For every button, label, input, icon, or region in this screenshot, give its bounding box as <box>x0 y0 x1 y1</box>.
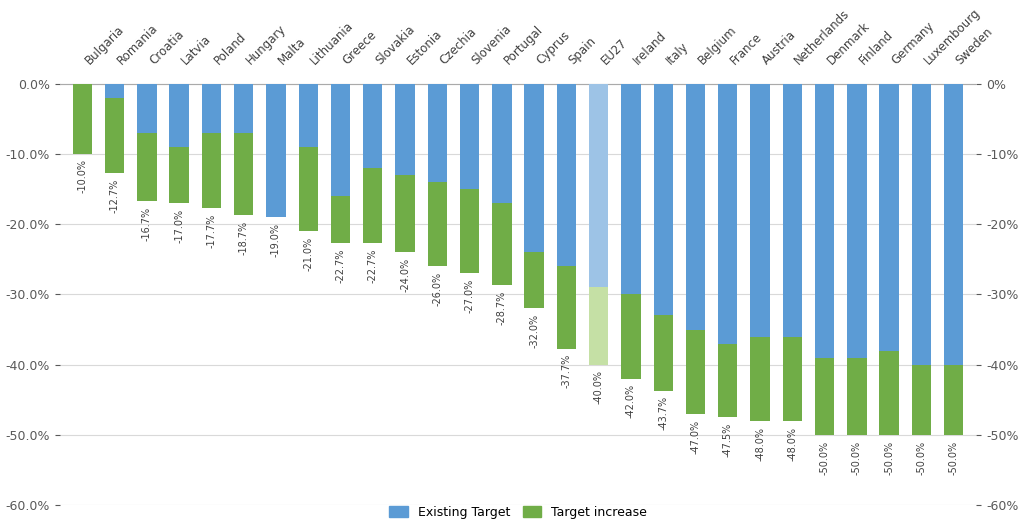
Bar <box>847 84 866 358</box>
Bar <box>815 84 835 358</box>
Bar <box>428 182 447 266</box>
Text: -42.0%: -42.0% <box>626 385 636 418</box>
Text: -22.7%: -22.7% <box>336 249 345 283</box>
Bar <box>299 147 317 231</box>
Bar <box>557 266 577 349</box>
Text: -48.0%: -48.0% <box>755 426 765 461</box>
Text: -43.7%: -43.7% <box>658 396 669 431</box>
Bar <box>137 84 157 133</box>
Bar <box>428 84 447 182</box>
Legend: Existing Target, Target increase: Existing Target, Target increase <box>383 500 653 525</box>
Text: -19.0%: -19.0% <box>271 223 281 257</box>
Text: -27.0%: -27.0% <box>465 279 474 313</box>
Bar <box>493 203 512 285</box>
Text: -50.0%: -50.0% <box>916 441 927 475</box>
Text: -47.5%: -47.5% <box>723 423 733 457</box>
Bar <box>331 84 350 196</box>
Bar <box>589 287 608 364</box>
Text: -21.0%: -21.0% <box>303 237 313 271</box>
Bar <box>653 315 673 391</box>
Bar <box>751 336 770 421</box>
Bar <box>622 295 641 379</box>
Bar <box>847 358 866 435</box>
Bar <box>234 84 253 133</box>
Bar <box>170 84 188 147</box>
Bar <box>686 84 706 330</box>
Bar <box>653 84 673 315</box>
Text: -24.0%: -24.0% <box>400 258 410 292</box>
Text: -32.0%: -32.0% <box>529 314 539 348</box>
Bar <box>364 84 383 168</box>
Bar <box>104 98 124 173</box>
Bar <box>557 84 577 266</box>
Text: -50.0%: -50.0% <box>948 441 958 475</box>
Bar <box>686 330 706 414</box>
Bar <box>880 351 899 435</box>
Text: -18.7%: -18.7% <box>239 221 249 255</box>
Bar <box>460 189 479 273</box>
Text: -17.7%: -17.7% <box>207 214 216 248</box>
Bar <box>395 175 415 252</box>
Bar <box>751 84 770 336</box>
Text: -50.0%: -50.0% <box>852 441 862 475</box>
Text: -12.7%: -12.7% <box>110 178 120 213</box>
Text: -50.0%: -50.0% <box>819 441 829 475</box>
Text: -16.7%: -16.7% <box>142 206 152 241</box>
Text: -37.7%: -37.7% <box>561 354 571 388</box>
Bar <box>911 84 931 364</box>
Bar <box>460 84 479 189</box>
Bar <box>718 344 737 417</box>
Bar <box>395 84 415 175</box>
Bar <box>202 133 221 208</box>
Bar <box>622 84 641 295</box>
Bar <box>234 133 253 215</box>
Text: -28.7%: -28.7% <box>497 291 507 325</box>
Text: -40.0%: -40.0% <box>594 370 604 404</box>
Bar <box>299 84 317 147</box>
Bar <box>524 252 544 308</box>
Text: -47.0%: -47.0% <box>690 419 700 454</box>
Text: -26.0%: -26.0% <box>432 272 442 306</box>
Bar <box>170 147 188 203</box>
Bar <box>911 364 931 435</box>
Bar <box>73 84 92 154</box>
Bar <box>718 84 737 344</box>
Text: -22.7%: -22.7% <box>368 249 378 283</box>
Bar <box>524 84 544 252</box>
Bar <box>331 196 350 243</box>
Text: -10.0%: -10.0% <box>78 159 87 194</box>
Bar <box>782 336 802 421</box>
Bar <box>137 133 157 201</box>
Bar <box>266 84 286 217</box>
Bar <box>880 84 899 351</box>
Bar <box>202 84 221 133</box>
Text: -48.0%: -48.0% <box>787 426 798 461</box>
Bar <box>104 84 124 98</box>
Bar <box>589 84 608 287</box>
Bar <box>782 84 802 336</box>
Text: -50.0%: -50.0% <box>884 441 894 475</box>
Bar <box>944 364 964 435</box>
Bar <box>364 168 383 243</box>
Bar <box>944 84 964 364</box>
Bar <box>493 84 512 203</box>
Text: -17.0%: -17.0% <box>174 208 184 243</box>
Bar <box>815 358 835 435</box>
